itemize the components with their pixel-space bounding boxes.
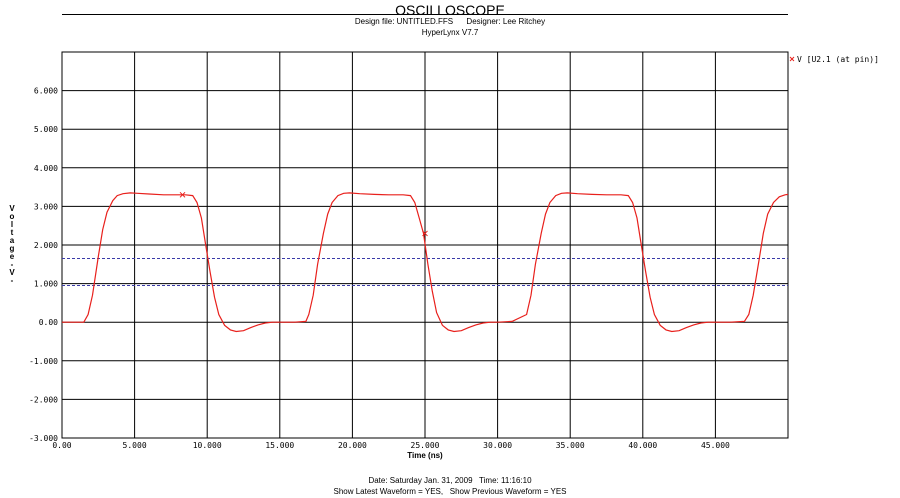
x-tick-label: 45.000 <box>701 441 730 450</box>
y-tick-label: -2.000 <box>29 395 58 404</box>
y-axis-title-char: e <box>10 252 15 261</box>
trace-marker <box>422 230 428 237</box>
x-tick-label: 15.000 <box>265 441 294 450</box>
x-tick-label: 25.000 <box>411 441 440 450</box>
legend-label: V [U2.1 (at pin)] <box>797 55 879 64</box>
grid <box>61 51 789 439</box>
y-axis-title-char: V <box>9 204 15 213</box>
title-underline <box>62 14 788 15</box>
y-axis-title-char: - <box>11 260 14 269</box>
y-axis-title-char: l <box>11 220 13 229</box>
legend-marker <box>789 56 795 62</box>
axis-labels: 0.00 5.000 10.000 15.000 20.000 25.000 30.000 3… <box>9 87 730 460</box>
y-tick-label: 4.000 <box>34 164 58 173</box>
y-tick-label: -3.000 <box>29 434 58 443</box>
y-axis-title-char: g <box>10 244 15 253</box>
threshold-lines <box>62 258 788 287</box>
x-tick-label: 10.000 <box>193 441 222 450</box>
y-axis-title-char: t <box>11 228 14 237</box>
y-tick-label: -1.000 <box>29 357 58 366</box>
y-tick-label: 2.000 <box>34 241 58 250</box>
x-axis-title: Time (ns) <box>407 451 443 460</box>
x-tick-label: 40.000 <box>628 441 657 450</box>
y-axis-title-char: V <box>9 268 15 277</box>
trace-marker <box>179 191 186 198</box>
version-info: HyperLynx V7.7 <box>421 28 479 37</box>
y-axis-title-char: a <box>10 236 15 245</box>
y-axis-title-char: - <box>11 276 14 285</box>
x-tick-label: 30.000 <box>483 441 512 450</box>
date-info: Date: Saturday Jan. 31, 2009 Time: 11:16… <box>368 476 532 485</box>
series-line <box>62 192 789 333</box>
y-axis-title-char: o <box>10 212 15 221</box>
design-info: Design file: UNTITLED.FFS Designer: Lee … <box>354 17 546 26</box>
y-tick-label: 3.000 <box>34 202 58 211</box>
oscilloscope-plot: 0.00 5.000 10.000 15.000 20.000 25.000 30.000 3… <box>9 51 879 460</box>
x-tick-label: 0.00 <box>52 441 71 450</box>
y-tick-label: 5.000 <box>34 125 58 134</box>
legend: V [U2.1 (at pin)] <box>789 55 879 64</box>
y-tick-label: 1.000 <box>34 280 58 289</box>
waveform-trace <box>62 191 789 333</box>
x-tick-label: 20.000 <box>338 441 367 450</box>
y-tick-label: 0.00 <box>39 318 58 327</box>
x-tick-label: 35.000 <box>556 441 585 450</box>
y-tick-label: 6.000 <box>34 87 58 96</box>
waveform-settings: Show Latest Waveform = YES, Show Previou… <box>333 487 567 496</box>
x-tick-label: 5.000 <box>123 441 147 450</box>
